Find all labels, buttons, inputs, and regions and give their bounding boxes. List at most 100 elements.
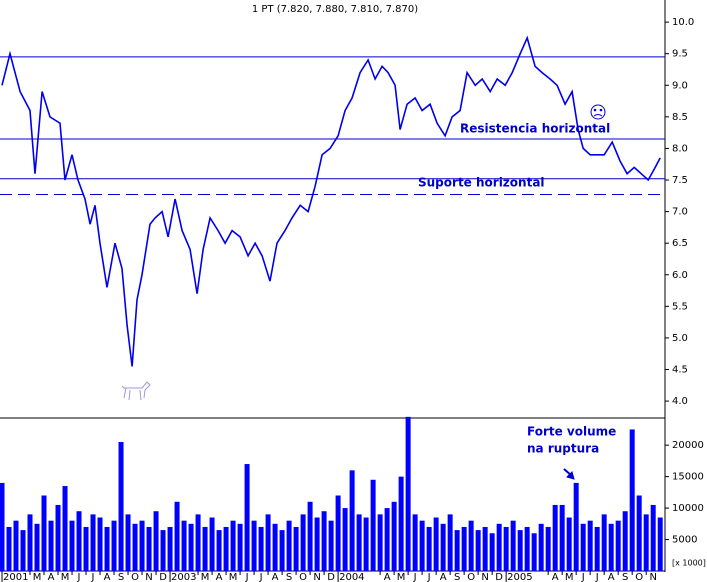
x-tick-label: S	[454, 572, 460, 582]
x-tick-label: J	[595, 572, 599, 582]
volume-bar	[608, 523, 614, 571]
volume-bar	[174, 501, 180, 571]
volume-bar	[552, 504, 558, 571]
volume-bar	[216, 530, 222, 571]
volume-bar	[181, 520, 187, 571]
volume-bar	[111, 520, 117, 571]
x-tick-label: D	[159, 572, 167, 582]
y-tick-label: 6.0	[672, 270, 688, 281]
y-tick-label: 7.0	[672, 207, 688, 218]
y-tick-label: 8.5	[672, 112, 688, 123]
volume-bar	[167, 526, 173, 571]
volume-bar	[76, 511, 82, 571]
x-tick-label: N	[313, 572, 320, 582]
x-tick-label: O	[131, 572, 139, 582]
volume-bar	[83, 526, 89, 571]
volume-bar	[559, 504, 565, 571]
volume-bar	[363, 517, 369, 571]
volume-bar	[524, 526, 530, 571]
volume-bar	[342, 508, 348, 571]
chart-title: 1 PT (7.820, 7.880, 7.810, 7.870)	[252, 4, 418, 15]
x-tick-label: J	[427, 572, 431, 582]
x-tick-label: 2004	[339, 572, 364, 582]
volume-bar	[657, 517, 663, 571]
volume-bar	[601, 514, 607, 571]
volume-bar	[405, 416, 411, 571]
volume-bar	[566, 517, 572, 571]
y-tick-label: 8.0	[672, 143, 688, 154]
x-tick-label: A	[440, 572, 447, 582]
volume-bar	[314, 517, 320, 571]
y-tick-label: 7.5	[672, 175, 688, 186]
volume-bar	[370, 479, 376, 571]
x-tick-label: A	[384, 572, 391, 582]
volume-bar	[118, 442, 124, 571]
volume-bar	[160, 530, 166, 571]
volume-bar	[69, 520, 75, 571]
volume-bar	[237, 523, 243, 571]
volume-bar	[90, 514, 96, 571]
x-tick-label: S	[286, 572, 292, 582]
y-tick-label: 4.5	[672, 365, 688, 376]
y-tick-label: 20000	[672, 440, 704, 451]
volume-bar	[475, 530, 481, 571]
x-tick-label: N	[481, 572, 488, 582]
y-tick-label: 10.0	[672, 17, 694, 28]
x-tick-label: J	[245, 572, 249, 582]
x-tick-label: 2005	[507, 572, 532, 582]
volume-bar	[454, 530, 460, 571]
volume-bar	[279, 530, 285, 571]
volume-bar	[188, 523, 194, 571]
volume-bar	[496, 523, 502, 571]
volume-bar	[146, 526, 152, 571]
volume-bar	[251, 520, 257, 571]
x-tick-label: 2003	[171, 572, 196, 582]
volume-bar	[384, 508, 390, 571]
x-tick-label: N	[145, 572, 152, 582]
volume-bar	[545, 526, 551, 571]
volume-bar	[328, 520, 334, 571]
volume-bar	[62, 486, 68, 571]
annotation: Forte volume	[527, 425, 616, 439]
volume-bar	[55, 504, 61, 571]
volume-bar	[125, 514, 131, 571]
volume-bar	[132, 523, 138, 571]
x-tick-label: M	[201, 572, 210, 582]
volume-bar	[636, 495, 642, 571]
volume-bar	[538, 523, 544, 571]
volume-bar	[307, 501, 313, 571]
x-tick-label: D	[495, 572, 503, 582]
x-tick-label: J	[259, 572, 263, 582]
volume-bar	[244, 464, 250, 571]
volume-bar	[426, 526, 432, 571]
x-tick-label: A	[104, 572, 111, 582]
volume-bar	[398, 476, 404, 571]
x-tick-label: D	[327, 572, 335, 582]
y-tick-label: 5.0	[672, 333, 688, 344]
x-tick-label: A	[608, 572, 615, 582]
volume-bar	[447, 514, 453, 571]
y-unit-label: [x 1000]	[672, 559, 706, 568]
volume-bar	[412, 514, 418, 571]
volume-bar	[286, 520, 292, 571]
y-tick-label: 15000	[672, 472, 704, 483]
x-tick-label: M	[229, 572, 238, 582]
annotation: Suporte horizontal	[418, 176, 545, 190]
annotation: na ruptura	[527, 442, 599, 456]
arrow	[563, 468, 575, 480]
y-tick-label: 5000	[672, 535, 697, 546]
volume-bar	[489, 533, 495, 571]
x-tick-label: M	[33, 572, 42, 582]
volume-bar	[594, 526, 600, 571]
volume-bar	[97, 517, 103, 571]
volume-bar	[419, 520, 425, 571]
volume-bar	[573, 482, 579, 571]
volume-bar	[6, 526, 12, 571]
annotation: Resistencia horizontal	[460, 122, 610, 136]
volume-bar	[202, 526, 208, 571]
y-tick-label: 5.5	[672, 301, 688, 312]
volume-bar	[20, 530, 26, 571]
volume-bar	[272, 523, 278, 571]
volume-bar	[643, 514, 649, 571]
